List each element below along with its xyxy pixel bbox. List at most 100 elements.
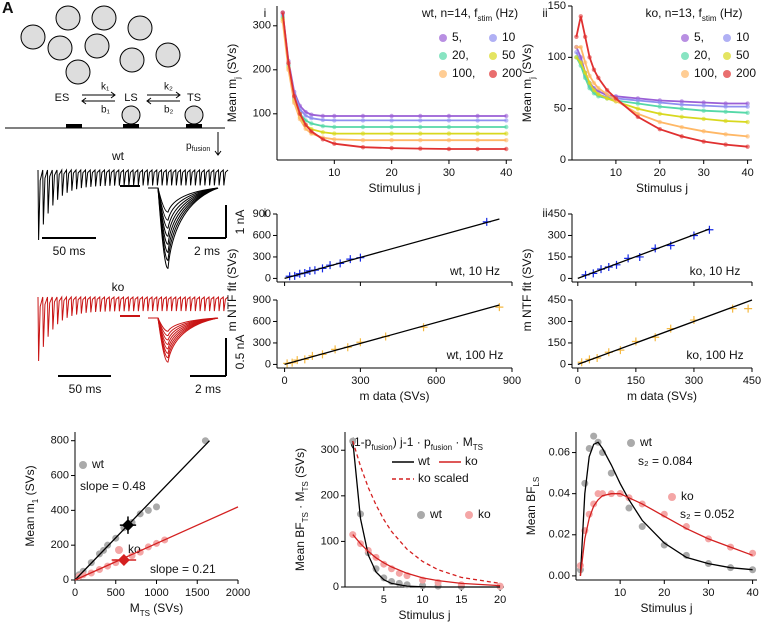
label-part: (Hz)	[492, 6, 518, 20]
data-point	[723, 104, 728, 109]
legend-swatch	[681, 70, 689, 78]
arrowhead	[146, 97, 152, 105]
data-point	[495, 303, 504, 312]
data-point	[749, 549, 757, 557]
data-point	[309, 121, 314, 126]
data-point	[591, 67, 597, 72]
data-point	[360, 113, 366, 119]
data-point	[320, 123, 326, 129]
data-point	[303, 113, 308, 118]
data-point	[286, 61, 291, 66]
data-point	[291, 94, 297, 99]
data-point	[418, 124, 423, 130]
panel-label: i	[264, 6, 267, 20]
data-point	[418, 113, 423, 119]
legend-swatch	[489, 52, 497, 60]
x-tick-label: 0	[72, 587, 78, 599]
data-point	[320, 117, 326, 123]
data-point	[297, 111, 303, 117]
data-point	[360, 118, 366, 123]
scale-label: 1 nA	[233, 210, 247, 235]
data-point	[745, 101, 750, 106]
data-point	[332, 137, 337, 142]
vesicle	[65, 59, 91, 85]
x-tick-label: 30	[443, 167, 455, 179]
data-point	[745, 119, 750, 125]
vesicle	[20, 24, 46, 50]
data-point	[587, 73, 592, 79]
legend-label: 20,	[452, 48, 469, 62]
data-point	[574, 34, 579, 39]
y-axis-label: m NTF fit (SVs)	[225, 249, 239, 332]
data-point	[395, 569, 403, 577]
x-axis-label: Stimulus j	[636, 181, 688, 195]
data-point	[657, 104, 663, 109]
label-part: (SVs)	[225, 44, 239, 77]
data-point	[418, 146, 423, 151]
data-point	[587, 85, 592, 91]
x-tick-label: 900	[503, 375, 521, 387]
y-tick-label: 0	[560, 154, 566, 166]
y-tick-label: 0	[63, 574, 69, 586]
data-point	[591, 80, 597, 86]
series-line	[579, 493, 753, 576]
series-line	[284, 304, 500, 366]
series-line	[575, 51, 748, 108]
y-tick-label: 0.06	[549, 446, 570, 458]
panel-label: i	[264, 206, 267, 220]
data-point	[657, 119, 663, 125]
label-sub: fusion	[431, 443, 452, 452]
label-part: Mean BF	[293, 522, 307, 571]
data-point	[582, 60, 588, 65]
data-point	[723, 132, 728, 137]
vesicle	[119, 47, 145, 73]
release-site	[66, 124, 82, 128]
annotation: (1-pfusion) j-1 · pfusion · MTS	[350, 435, 483, 451]
data-point	[332, 118, 337, 123]
rate-label: k₁	[101, 82, 110, 93]
y-tick-label: 600	[253, 229, 271, 241]
data-point	[475, 124, 480, 130]
y-axis-label: Mean m1 (SVs)	[23, 465, 39, 546]
vesicle	[127, 15, 153, 41]
data-point	[679, 114, 684, 120]
data-point	[679, 106, 684, 111]
label-part: ) j-1 · p	[393, 435, 431, 449]
series-line	[352, 534, 501, 587]
data-point	[635, 114, 641, 120]
current-trace	[37, 295, 229, 362]
data-point	[504, 118, 509, 123]
fusion-label: pfusion	[186, 141, 210, 153]
data-point	[104, 541, 112, 549]
series-line	[576, 46, 748, 138]
trace-label: ko	[112, 280, 125, 294]
series-line	[281, 12, 507, 150]
y-axis-label: Mean mj (SVs)	[225, 44, 241, 122]
data-point	[475, 131, 480, 136]
data-point	[332, 124, 337, 130]
data-point	[578, 14, 583, 19]
x-tick-label: 15	[455, 594, 467, 606]
data-point	[745, 144, 750, 149]
schematic: ES LS TS k₁ b₁ k₂ b₂ pfusion wt ko 50 ms…	[5, 5, 247, 396]
data-point	[679, 99, 684, 104]
vesicle	[55, 5, 81, 31]
data-point	[332, 141, 337, 146]
data-point	[582, 34, 588, 39]
data-point	[136, 510, 144, 518]
data-point	[574, 55, 579, 60]
y-tick-label: 0	[265, 272, 271, 284]
data-point	[446, 138, 452, 143]
data-point	[389, 124, 394, 130]
x-tick-label: 0	[282, 375, 288, 387]
y-tick-label: 400	[51, 504, 69, 516]
legend-label: 50	[736, 48, 750, 62]
inset-trace	[148, 187, 219, 221]
x-axis-label: Stimulus j	[368, 181, 420, 195]
data-point	[446, 113, 452, 119]
data-point	[582, 70, 588, 75]
y-tick-label: 0	[560, 272, 566, 284]
scale-label: 0.5 nA	[233, 335, 247, 370]
legend-swatch	[723, 52, 731, 60]
